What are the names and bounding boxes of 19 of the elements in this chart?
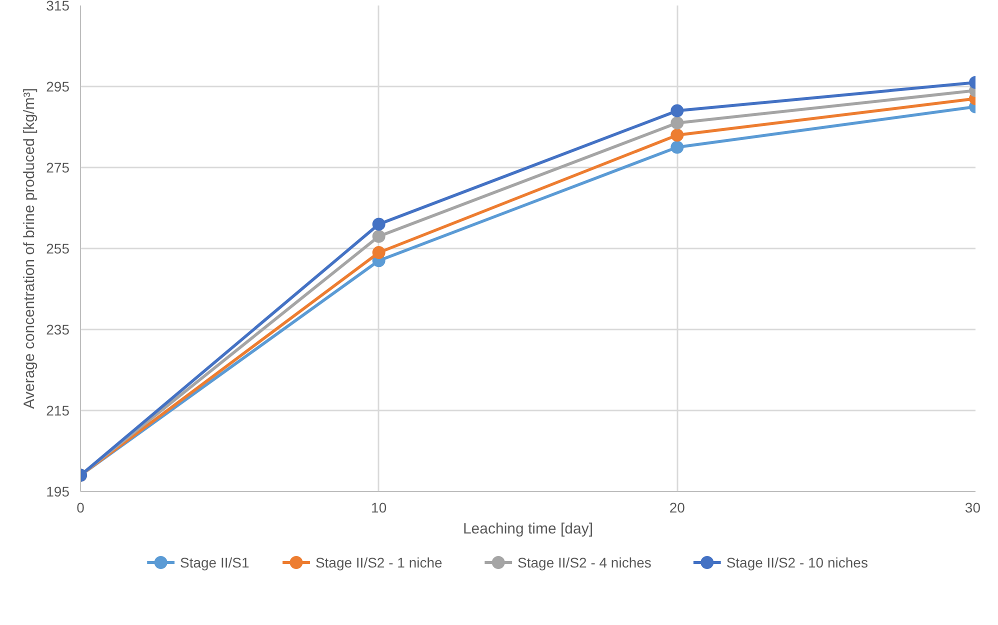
y-tick-label: 295 [46,78,70,94]
y-tick-label: 315 [46,0,70,14]
x-tick-label: 0 [76,500,85,516]
x-axis-title: Leaching time [day] [462,520,594,538]
y-tick-label: 195 [46,484,70,500]
x-tick-label: 20 [669,500,686,516]
legend-label: Stage II/S1 [180,554,250,570]
y-tick-label: 255 [46,240,70,256]
x-tick-label: 30 [964,500,981,516]
legend-label: Stage II/S2 - 4 niches [518,554,652,570]
y-tick-label: 275 [46,160,70,176]
y-tick-label: 235 [46,322,70,338]
y-tick-label: 215 [46,402,70,418]
y-axis-title: Average concentration of brine produced [kg/m³] [21,88,38,409]
point [372,246,386,260]
legend-label: Stage II/S2 - 1 niche [315,554,443,570]
legend-label: Stage II/S2 - 10 niches [726,554,868,570]
x-tick-label: 10 [371,500,387,516]
point [372,230,386,243]
